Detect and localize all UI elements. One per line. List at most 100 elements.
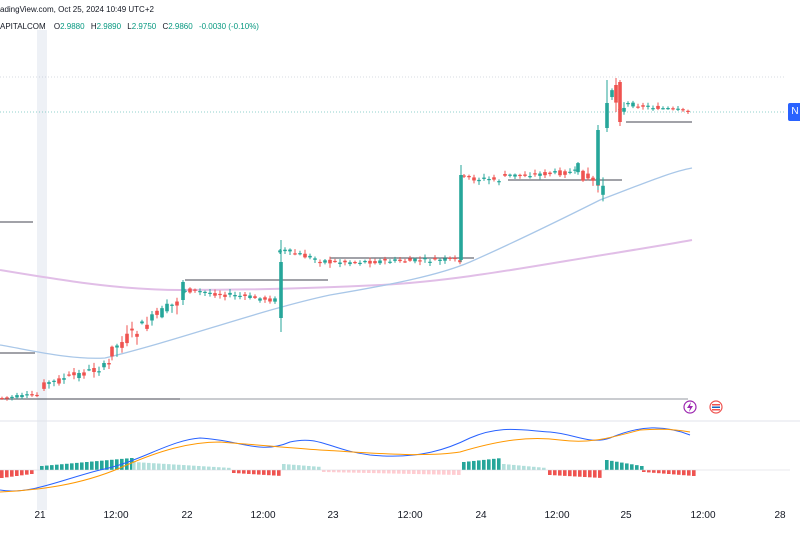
macd-histogram-bar [407, 470, 411, 474]
x-axis-label: 28 [774, 510, 786, 521]
lightning-icon[interactable] [683, 400, 697, 414]
macd-histogram-bar [152, 463, 156, 470]
candlestick [528, 172, 532, 179]
candlestick [165, 299, 169, 314]
candlestick [102, 360, 106, 370]
macd-histogram-bar [682, 470, 686, 476]
high-label: H [90, 22, 97, 31]
candlestick [614, 78, 618, 112]
candlestick [433, 255, 437, 261]
candlestick [503, 170, 507, 177]
macd-histogram-bar [182, 465, 186, 470]
macd-histogram-bar [10, 470, 14, 477]
macd-histogram-bar [267, 470, 271, 476]
macd-histogram-bar [40, 466, 44, 470]
macd-histogram-bar [558, 470, 562, 476]
slow-moving-average [0, 239, 693, 292]
x-axis-label: 25 [620, 510, 632, 521]
candlestick [213, 289, 217, 298]
candlestick [610, 88, 614, 100]
macd-histogram-bar [630, 464, 634, 470]
candlestick [135, 330, 139, 345]
candlestick [671, 106, 675, 111]
candlestick [467, 174, 471, 180]
candlestick [308, 253, 312, 260]
candlestick [383, 256, 387, 265]
open-label: O [53, 22, 61, 31]
session-highlight [37, 30, 47, 510]
candlestick [318, 259, 322, 267]
flag-icon[interactable] [709, 400, 723, 414]
source-line: adingView.com, Oct 25, 2024 10:49 UTC+2 [0, 5, 154, 14]
candlestick [622, 102, 626, 115]
macd-histogram-bar [50, 465, 54, 470]
macd-histogram-bar [527, 466, 531, 470]
candlestick [408, 255, 412, 262]
candlestick [553, 168, 557, 175]
candlestick [576, 161, 580, 175]
candlestick [203, 290, 207, 297]
candlestick [150, 310, 154, 326]
candlestick [586, 167, 590, 181]
macd-histogram-bar [573, 470, 577, 477]
macd-histogram-bar [492, 458, 496, 470]
high-value: 2.9890 [96, 22, 122, 31]
macd-histogram-bar [532, 466, 536, 470]
macd-histogram-bar [497, 458, 501, 470]
macd-histogram-bar [322, 470, 326, 472]
macd-histogram-bar [287, 464, 291, 470]
candlestick [581, 169, 585, 182]
macd-histogram-bar [442, 470, 446, 475]
candlestick [87, 364, 91, 372]
macd-histogram-bar [282, 464, 286, 470]
candlestick [666, 106, 670, 110]
symbol-label: APITALCOM [0, 22, 46, 31]
macd-histogram-bar [477, 460, 481, 470]
macd-histogram-bar [588, 470, 592, 478]
macd-histogram-bar [583, 470, 587, 478]
candlestick [548, 171, 552, 177]
candlestick [605, 80, 609, 132]
macd-histogram-bar [30, 470, 34, 474]
candlestick [641, 102, 645, 110]
macd-histogram-bar [457, 470, 461, 475]
candlestick [353, 260, 357, 265]
candlestick [563, 169, 567, 178]
macd-histogram-bar [177, 464, 181, 470]
candlestick [558, 167, 562, 177]
candlestick [459, 165, 463, 262]
macd-histogram-bar [677, 470, 681, 475]
candlestick [258, 297, 262, 303]
low-label: L [127, 22, 132, 31]
candlestick [188, 287, 192, 294]
macd-histogram-bar [620, 462, 624, 470]
macd-histogram-bar [172, 464, 176, 470]
candlestick [518, 173, 522, 179]
candlestick [303, 249, 307, 259]
macd-histogram-bar [687, 470, 691, 476]
candlestick [393, 256, 397, 263]
candlestick [343, 259, 347, 266]
candlestick [403, 258, 407, 263]
macd-histogram-bar [462, 462, 466, 470]
candlestick [208, 289, 212, 297]
candlestick [508, 173, 512, 178]
macd-histogram-bar [292, 464, 296, 470]
macd-histogram-bar [382, 470, 386, 474]
x-axis-label: 12:00 [250, 510, 276, 521]
macd-histogram-bar [242, 470, 246, 474]
candlestick [676, 106, 680, 112]
candlestick [15, 392, 19, 400]
candlestick [363, 259, 367, 264]
macd-histogram-bar [197, 465, 201, 470]
candlestick [10, 395, 14, 401]
macd-histogram-bar [662, 470, 666, 474]
macd-histogram-bar [337, 470, 341, 473]
candlestick [155, 307, 159, 319]
candlestick [0, 396, 4, 400]
macd-histogram-bar [80, 462, 84, 470]
candlestick [263, 295, 267, 303]
candlestick [181, 280, 185, 305]
x-axis-label: 24 [475, 510, 487, 521]
